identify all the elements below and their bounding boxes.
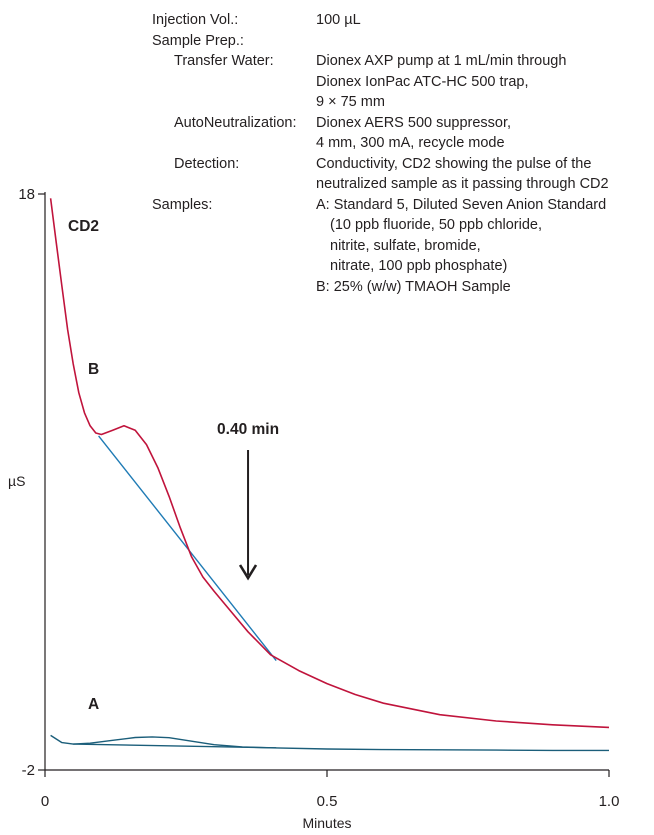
condition-label: Samples: (152, 196, 213, 213)
condition-value: neutralized sample as it passing through… (316, 176, 609, 192)
condition-value: Conductivity, CD2 showing the pulse of t… (316, 155, 592, 172)
condition-value: 100 µL (316, 12, 361, 28)
condition-value: (10 ppb fluoride, 50 ppb chloride, (330, 217, 543, 233)
condition-value: Dionex IonPac ATC-HC 500 trap, (316, 73, 529, 90)
condition-value: 4 mm, 300 mA, recycle mode (316, 135, 505, 151)
condition-value: B: 25% (w/w) TMAOH Sample (316, 278, 511, 295)
condition-label: Detection: (174, 155, 240, 172)
series-a-label: A (88, 696, 99, 713)
y-tick-label: 18 (18, 186, 35, 203)
series-b-label: B (88, 361, 99, 378)
condition-value: Dionex AERS 500 suppressor, (316, 114, 512, 131)
method-conditions: Injection Vol.: 100 µL Sample Prep.: Transf… (0, 0, 654, 360)
condition-label: AutoNeutralization: (174, 114, 297, 131)
annotation-label: 0.40 min (217, 421, 279, 438)
detector-label: CD2 (68, 218, 99, 235)
x-axis-label: Minutes (302, 815, 351, 831)
condition-value: 9 × 75 mm (316, 94, 385, 110)
x-tick-label: 0.5 (317, 793, 338, 810)
condition-label: Injection Vol.: (152, 12, 239, 28)
condition-value: nitrite, sulfate, bromide, (330, 237, 481, 254)
condition-label: Transfer Water: (174, 53, 274, 69)
x-tick-label: 1.0 (599, 793, 620, 810)
series-a-trace (50, 734, 609, 752)
y-tick-label: -2 (22, 762, 35, 779)
annotation-arrow-head (238, 564, 258, 581)
y-axis-label: µS (8, 473, 25, 489)
series-b-trace (49, 198, 610, 729)
x-tick-label: 0 (41, 793, 49, 810)
condition-value: A: Standard 5, Diluted Seven Anion Stand… (316, 196, 607, 213)
condition-value: Dionex AXP pump at 1 mL/min through (316, 53, 567, 69)
condition-value: nitrate, 100 ppb phosphate) (330, 258, 508, 274)
condition-label: Sample Prep.: (152, 32, 244, 49)
